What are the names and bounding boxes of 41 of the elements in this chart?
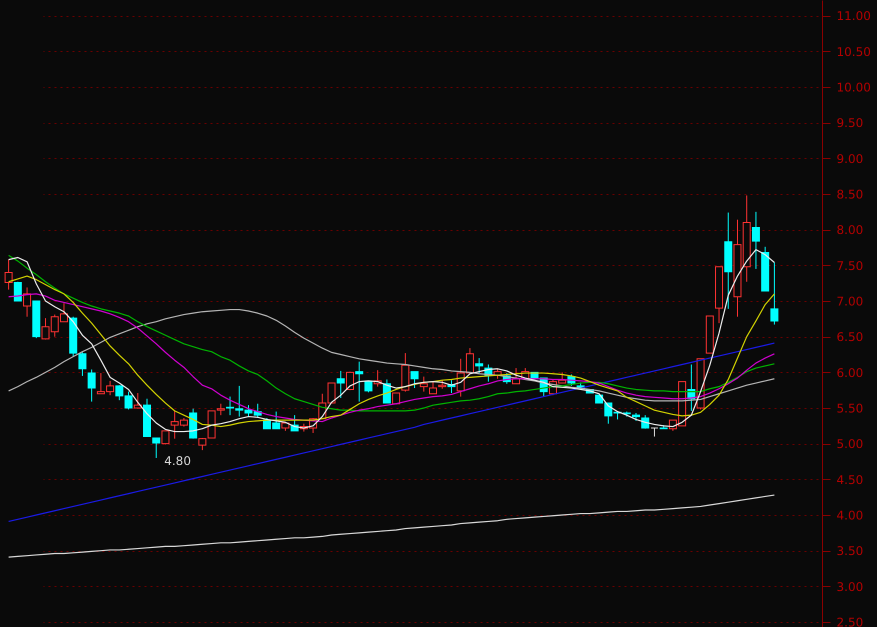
y-tick-label: 6.00	[836, 366, 864, 380]
line-series	[8, 308, 775, 402]
y-tick-label: 8.50	[836, 188, 864, 202]
y-tick-label: 3.50	[836, 544, 864, 558]
candlestick	[429, 382, 438, 394]
y-tick-label: 3.00	[836, 580, 864, 594]
candlestick	[216, 403, 225, 416]
candlestick	[770, 262, 778, 326]
candlestick	[23, 286, 32, 318]
annotation: 4.80	[164, 454, 191, 468]
candlestick	[78, 352, 86, 376]
candlestick	[410, 371, 419, 389]
y-tick-label: 4.50	[836, 472, 864, 487]
y-tick-label: 4.00	[836, 508, 864, 523]
y-tick-label: 6.50	[836, 330, 864, 344]
y-tick-label: 9.00	[836, 152, 864, 166]
y-tick-label: 10.50	[836, 44, 871, 59]
y-tick-label: 9.50	[836, 116, 864, 130]
y-tick-label: 5.50	[836, 402, 864, 416]
y-tick-label: 7.50	[836, 258, 864, 273]
candlestick	[14, 281, 22, 302]
candlestick	[336, 370, 345, 399]
candlestick	[752, 211, 760, 270]
y-tick-label: 8.00	[836, 223, 864, 238]
candlestick	[4, 259, 13, 290]
y-tick-label: 11.00	[836, 9, 871, 24]
line-series	[8, 494, 775, 558]
y-tick-label: 2.50	[836, 616, 864, 627]
candlestick	[650, 427, 658, 438]
candlestick	[134, 392, 142, 410]
line-series	[8, 342, 775, 522]
candlestick	[161, 430, 170, 445]
candlestick	[420, 376, 428, 392]
candlestick	[88, 368, 96, 402]
candlestick	[152, 437, 160, 458]
y-tick-label: 5.00	[836, 437, 864, 452]
candlestick	[355, 361, 364, 402]
candlestick	[364, 381, 372, 393]
candlestick	[475, 358, 484, 374]
y-tick-label: 7.00	[836, 294, 864, 309]
y-tick-label: 10.00	[836, 80, 871, 95]
